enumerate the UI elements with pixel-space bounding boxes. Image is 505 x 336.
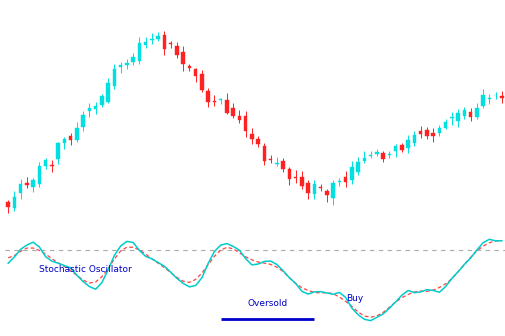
Bar (469, 112, 472, 117)
Bar (94, 107, 97, 109)
Bar (38, 166, 41, 184)
Bar (175, 46, 179, 55)
Bar (338, 181, 341, 182)
Bar (419, 131, 422, 134)
Bar (263, 146, 266, 161)
Text: Buy: Buy (345, 294, 363, 303)
Bar (281, 161, 285, 169)
Bar (181, 52, 185, 64)
Bar (475, 108, 479, 117)
Bar (288, 169, 291, 178)
Bar (88, 108, 91, 111)
Bar (275, 163, 279, 164)
Bar (438, 128, 441, 133)
Bar (163, 35, 166, 49)
Bar (231, 108, 235, 116)
Bar (444, 122, 447, 128)
Bar (200, 74, 204, 90)
Bar (207, 91, 210, 101)
Bar (113, 69, 116, 86)
Bar (31, 180, 35, 187)
Bar (300, 177, 304, 186)
Bar (463, 110, 466, 116)
Bar (350, 167, 354, 180)
Bar (331, 183, 335, 198)
Bar (381, 153, 385, 159)
Bar (307, 183, 310, 193)
Bar (219, 99, 222, 100)
Bar (319, 187, 322, 188)
Bar (413, 135, 416, 142)
Bar (500, 96, 503, 98)
Bar (119, 65, 122, 67)
Bar (357, 162, 360, 172)
Bar (375, 152, 379, 154)
Bar (400, 145, 403, 150)
Bar (125, 63, 129, 65)
Bar (431, 133, 435, 136)
Bar (7, 202, 10, 207)
Text: Oversold: Oversold (247, 299, 288, 308)
Bar (313, 184, 316, 194)
Bar (57, 143, 60, 159)
Bar (138, 43, 141, 61)
Bar (394, 146, 397, 151)
Bar (238, 116, 241, 120)
Bar (244, 116, 247, 131)
Bar (69, 136, 72, 140)
Bar (25, 183, 29, 184)
Bar (75, 128, 79, 140)
Bar (100, 96, 104, 106)
Bar (188, 67, 191, 68)
Bar (407, 140, 410, 149)
Bar (294, 176, 297, 178)
Bar (250, 134, 254, 139)
Bar (169, 43, 172, 44)
Bar (369, 155, 372, 156)
Bar (457, 114, 460, 121)
Bar (50, 165, 54, 166)
Bar (325, 191, 329, 195)
Bar (363, 158, 366, 161)
Text: Stochastic Oscillator: Stochastic Oscillator (39, 265, 132, 274)
Bar (344, 177, 347, 182)
Bar (131, 57, 135, 62)
Bar (494, 94, 497, 95)
Bar (63, 138, 66, 143)
Bar (144, 42, 147, 45)
Bar (150, 39, 154, 40)
Bar (13, 197, 16, 208)
Bar (269, 159, 272, 160)
Bar (213, 101, 216, 102)
Bar (388, 154, 391, 156)
Bar (225, 99, 229, 113)
Bar (450, 117, 453, 118)
Bar (107, 83, 110, 101)
Bar (257, 139, 260, 144)
Bar (194, 70, 197, 76)
Bar (425, 130, 429, 135)
Bar (157, 36, 160, 39)
Bar (481, 95, 485, 106)
Bar (44, 160, 47, 166)
Bar (81, 115, 85, 127)
Bar (19, 184, 22, 194)
